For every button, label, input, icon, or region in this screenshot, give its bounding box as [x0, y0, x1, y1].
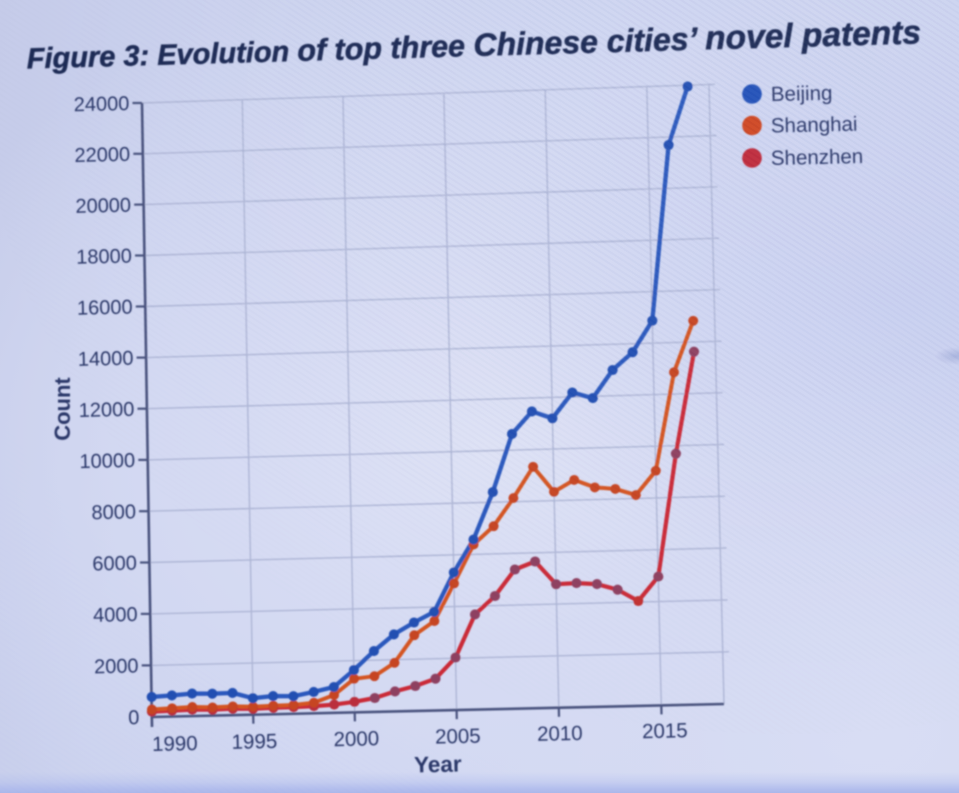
svg-text:10000: 10000: [79, 450, 135, 473]
svg-text:1995: 1995: [231, 730, 277, 754]
svg-text:18000: 18000: [76, 246, 132, 269]
svg-text:4000: 4000: [93, 604, 138, 627]
svg-text:2000: 2000: [333, 727, 379, 751]
svg-text:20000: 20000: [75, 195, 131, 218]
svg-text:Shenzhen: Shenzhen: [771, 145, 864, 170]
svg-text:Figure 3: Evolution of top thr: Figure 3: Evolution of top three Chinese…: [26, 14, 921, 76]
svg-text:0: 0: [128, 707, 140, 729]
svg-text:12000: 12000: [79, 399, 135, 422]
svg-text:2015: 2015: [642, 719, 688, 743]
svg-text:22000: 22000: [74, 144, 130, 167]
svg-text:Beijing: Beijing: [771, 82, 833, 106]
svg-text:2005: 2005: [435, 725, 481, 749]
svg-text:2010: 2010: [537, 722, 583, 746]
svg-text:2000: 2000: [94, 655, 139, 678]
svg-text:Year: Year: [414, 751, 462, 777]
svg-text:Count: Count: [50, 377, 75, 441]
svg-text:Shanghai: Shanghai: [771, 113, 858, 138]
svg-text:24000: 24000: [74, 93, 130, 116]
svg-text:6000: 6000: [92, 553, 137, 576]
svg-text:16000: 16000: [77, 297, 133, 320]
svg-text:14000: 14000: [78, 348, 134, 371]
svg-text:1990: 1990: [152, 732, 198, 756]
svg-text:8000: 8000: [91, 501, 136, 524]
